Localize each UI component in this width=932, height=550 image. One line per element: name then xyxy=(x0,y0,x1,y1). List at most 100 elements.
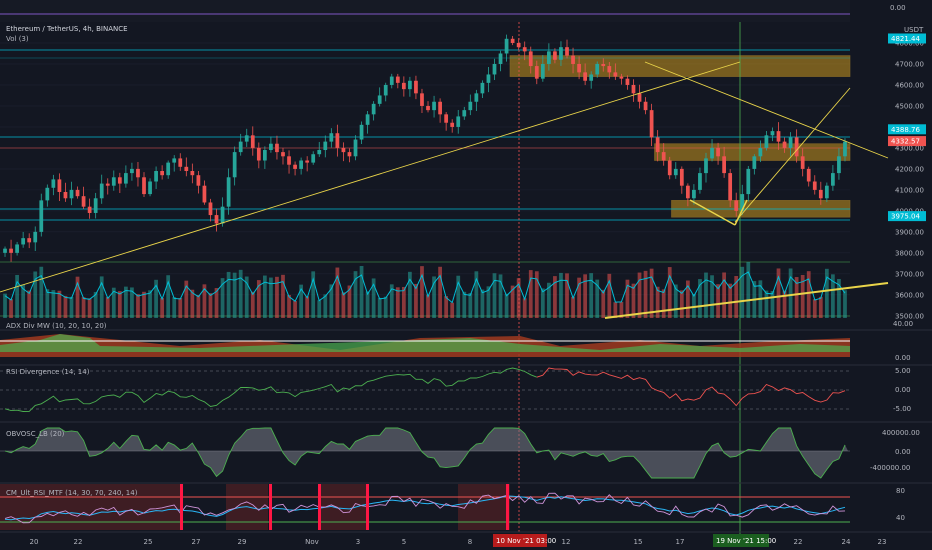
price-tick-label: 3700.00 xyxy=(895,270,924,278)
candle-body xyxy=(21,238,26,245)
volume-bar xyxy=(196,294,201,318)
volume-bar xyxy=(474,271,479,318)
cm-axis-top: 80 xyxy=(896,487,905,495)
volume-bar xyxy=(124,286,128,318)
candle-body xyxy=(613,72,618,77)
candle-body xyxy=(734,200,739,211)
candle-body xyxy=(27,238,32,243)
volume-bar xyxy=(637,272,642,318)
candle-body xyxy=(522,47,527,52)
volume-bar xyxy=(540,288,545,318)
time-tick-label: 22 xyxy=(74,538,83,546)
candle-body xyxy=(504,38,509,54)
time-tag-green-text: 19 Nov '21 15:00 xyxy=(716,537,776,545)
obv-axis-mid: 0.00 xyxy=(895,448,911,456)
candle-body xyxy=(281,152,285,157)
volume-bar xyxy=(462,291,467,318)
volume-bar xyxy=(190,289,195,318)
volume-bar xyxy=(746,261,751,318)
candle-body xyxy=(299,160,303,169)
volume-bar xyxy=(160,298,165,318)
volume-bar xyxy=(148,290,152,318)
volume-bar xyxy=(764,290,769,318)
volume-bar xyxy=(15,274,19,318)
volume-bar xyxy=(432,276,436,318)
rsi-axis-bottom: -5.00 xyxy=(893,405,911,413)
cm-rsi-panel: CM_Ult_RSI_MTF (14, 30, 70, 240, 14) 80 … xyxy=(0,484,905,530)
price-tag-text: 4388.76 xyxy=(891,126,920,134)
candle-body xyxy=(75,189,80,197)
candle-body xyxy=(45,187,50,201)
volume-bar xyxy=(341,292,346,318)
candle-body xyxy=(800,156,805,169)
candle-body xyxy=(214,215,219,224)
candle-body xyxy=(595,63,600,75)
price-tick-label: 4600.00 xyxy=(895,81,924,89)
candle-body xyxy=(450,122,455,127)
volume-bar xyxy=(359,265,364,318)
volume-bar xyxy=(383,296,388,318)
volume-bar xyxy=(377,297,382,318)
volume-bar xyxy=(21,284,26,318)
volume-bar xyxy=(105,297,110,318)
volume-bar xyxy=(420,266,424,318)
volume-bar xyxy=(806,271,811,318)
volume-bar xyxy=(492,273,497,318)
candle-body xyxy=(673,168,678,176)
candle-body xyxy=(93,198,98,213)
obv-area xyxy=(2,428,848,478)
volume-bar xyxy=(577,277,581,318)
volume-bar xyxy=(456,275,461,318)
price-tag-text: 4332.57 xyxy=(891,138,920,146)
volume-bar xyxy=(565,273,569,318)
volume-bar xyxy=(631,283,636,318)
horizontal-levels xyxy=(0,49,850,317)
volume-bar xyxy=(837,278,841,318)
time-axis[interactable]: 20 22 25 27 29 Nov 3 5 8 12 15 17 22 24 23 xyxy=(30,538,887,546)
candle-body xyxy=(794,137,799,157)
candle-body xyxy=(649,110,654,138)
candle-body xyxy=(492,63,497,75)
volume-bar xyxy=(39,266,44,318)
candle-body xyxy=(244,135,249,142)
trend-lines xyxy=(0,61,889,319)
time-tick-label: 3 xyxy=(356,538,360,546)
candle-body xyxy=(480,82,485,94)
volume-bar xyxy=(740,266,745,318)
cm-signal-bars xyxy=(180,484,509,530)
volume-bar xyxy=(45,289,50,318)
volume-bar xyxy=(782,290,787,318)
volume-bar xyxy=(244,276,249,318)
volume-bar xyxy=(184,280,189,318)
volume-bar xyxy=(111,287,116,318)
volume-bar xyxy=(371,278,376,318)
candle-body xyxy=(589,74,594,81)
candle-body xyxy=(637,93,642,102)
volume-bar xyxy=(426,294,430,318)
volume-bar xyxy=(172,297,177,318)
obv-title: OBVOSC_LB (20) xyxy=(6,430,65,438)
volume-bar xyxy=(130,287,134,318)
price-tick-label: 3500.00 xyxy=(895,312,924,320)
candle-body xyxy=(812,181,817,190)
time-tick-label: 17 xyxy=(676,538,685,546)
trendline-rise xyxy=(734,87,851,223)
volume-bar xyxy=(547,282,551,318)
candle-body xyxy=(220,206,225,224)
volume-bars xyxy=(3,261,847,318)
adx-panel: ADX Div MW (10, 20, 10, 20) 40.00 0.00 xyxy=(0,320,913,362)
candle-body xyxy=(341,147,346,153)
top-strip xyxy=(0,0,850,22)
price-tick-label: 3600.00 xyxy=(895,291,924,299)
candle-body xyxy=(256,147,261,161)
time-tick-label: 5 xyxy=(402,538,406,546)
candle-body xyxy=(474,93,479,102)
cm-bg-4 xyxy=(458,484,510,530)
candle-body xyxy=(208,202,213,216)
volume-bar xyxy=(178,298,183,318)
trendline-dip-b xyxy=(734,199,748,226)
candle-body xyxy=(166,162,171,176)
candle-body xyxy=(776,131,781,142)
time-tick-label: 29 xyxy=(238,538,247,546)
